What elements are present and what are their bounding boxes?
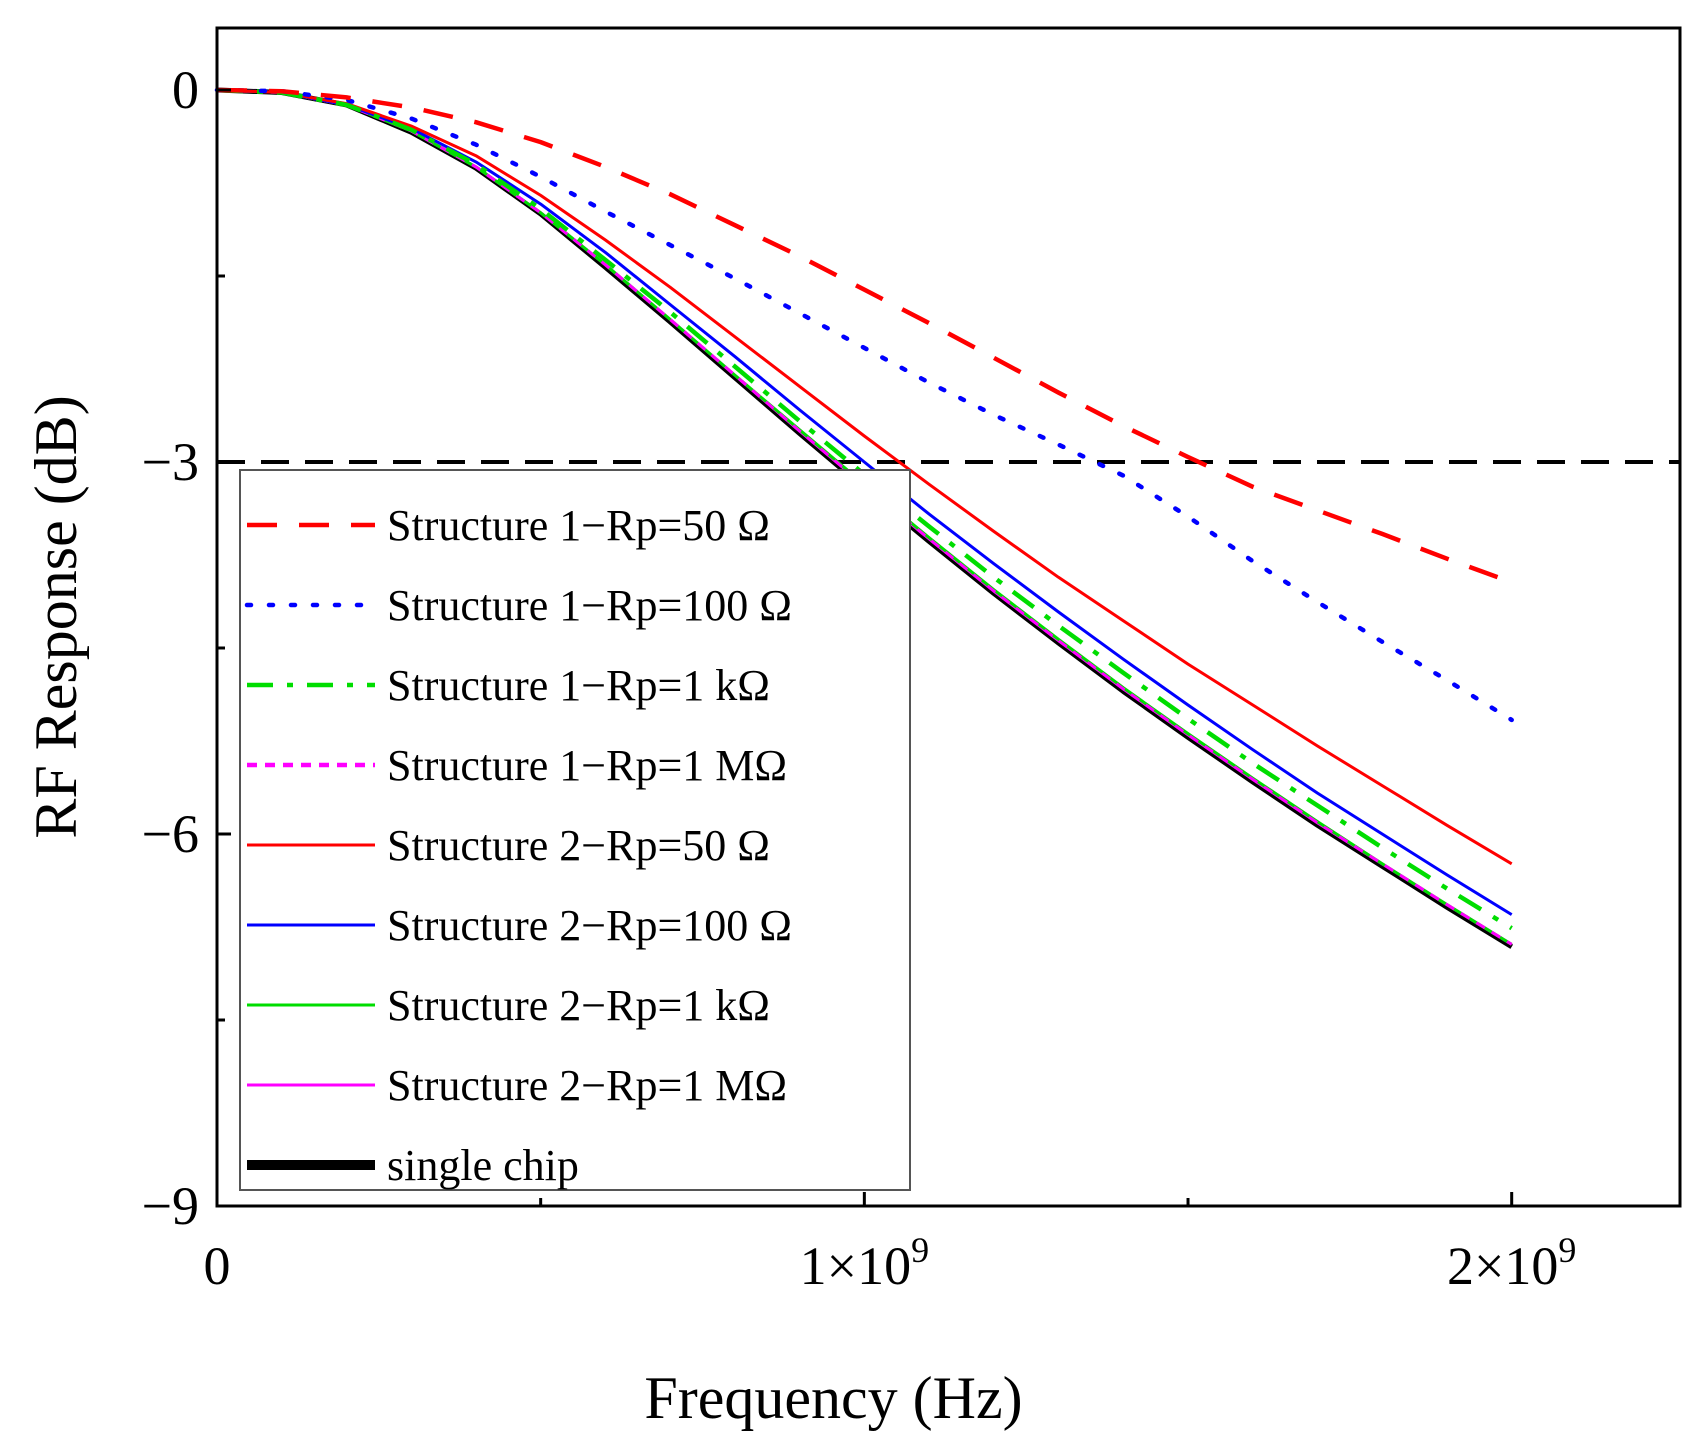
- legend-label: Structure 1−Rp=50 Ω: [387, 501, 770, 550]
- y-tick-label: −3: [142, 432, 199, 492]
- series-line-2: [214, 87, 1514, 723]
- legend-label: Structure 1−Rp=100 Ω: [387, 581, 792, 630]
- y-tick-label: 0: [172, 60, 199, 120]
- series-line-3: [216, 87, 1513, 931]
- plot-frame: [215, 26, 1682, 1208]
- legend-label: Structure 1−Rp=1 MΩ: [387, 741, 787, 790]
- x-tick-exponent: 9: [911, 1230, 929, 1270]
- x-tick-exponent: 9: [1558, 1230, 1576, 1270]
- series-line-1: [216, 87, 1513, 585]
- y-tick-label: −9: [142, 1176, 199, 1236]
- legend-box: [239, 469, 911, 1191]
- legend-label: Structure 2−Rp=100 Ω: [387, 901, 792, 950]
- x-tick-label: 2×109: [1447, 1230, 1576, 1296]
- legend-label: Structure 2−Rp=1 kΩ: [387, 981, 770, 1030]
- x-tick-label: 0: [204, 1236, 231, 1296]
- x-tick-label: 1×109: [800, 1230, 929, 1296]
- legend-label: single chip: [387, 1141, 579, 1190]
- legend-label: Structure 1−Rp=1 kΩ: [387, 661, 770, 710]
- legend-label: Structure 2−Rp=1 MΩ: [387, 1061, 787, 1110]
- legend-label: Structure 2−Rp=50 Ω: [387, 821, 770, 870]
- x-axis-title: Frequency (Hz): [644, 1365, 1022, 1431]
- series-line-5: [216, 88, 1513, 866]
- axis-ticks: 0 1×109 2×109 0 −3 −6 −9: [142, 60, 1577, 1296]
- y-axis-title: RF Response (dB): [23, 395, 89, 838]
- y-tick-label: −6: [142, 804, 199, 864]
- legend: Structure 1−Rp=50 Ω Structure 1−Rp=100 Ω S…: [239, 469, 911, 1191]
